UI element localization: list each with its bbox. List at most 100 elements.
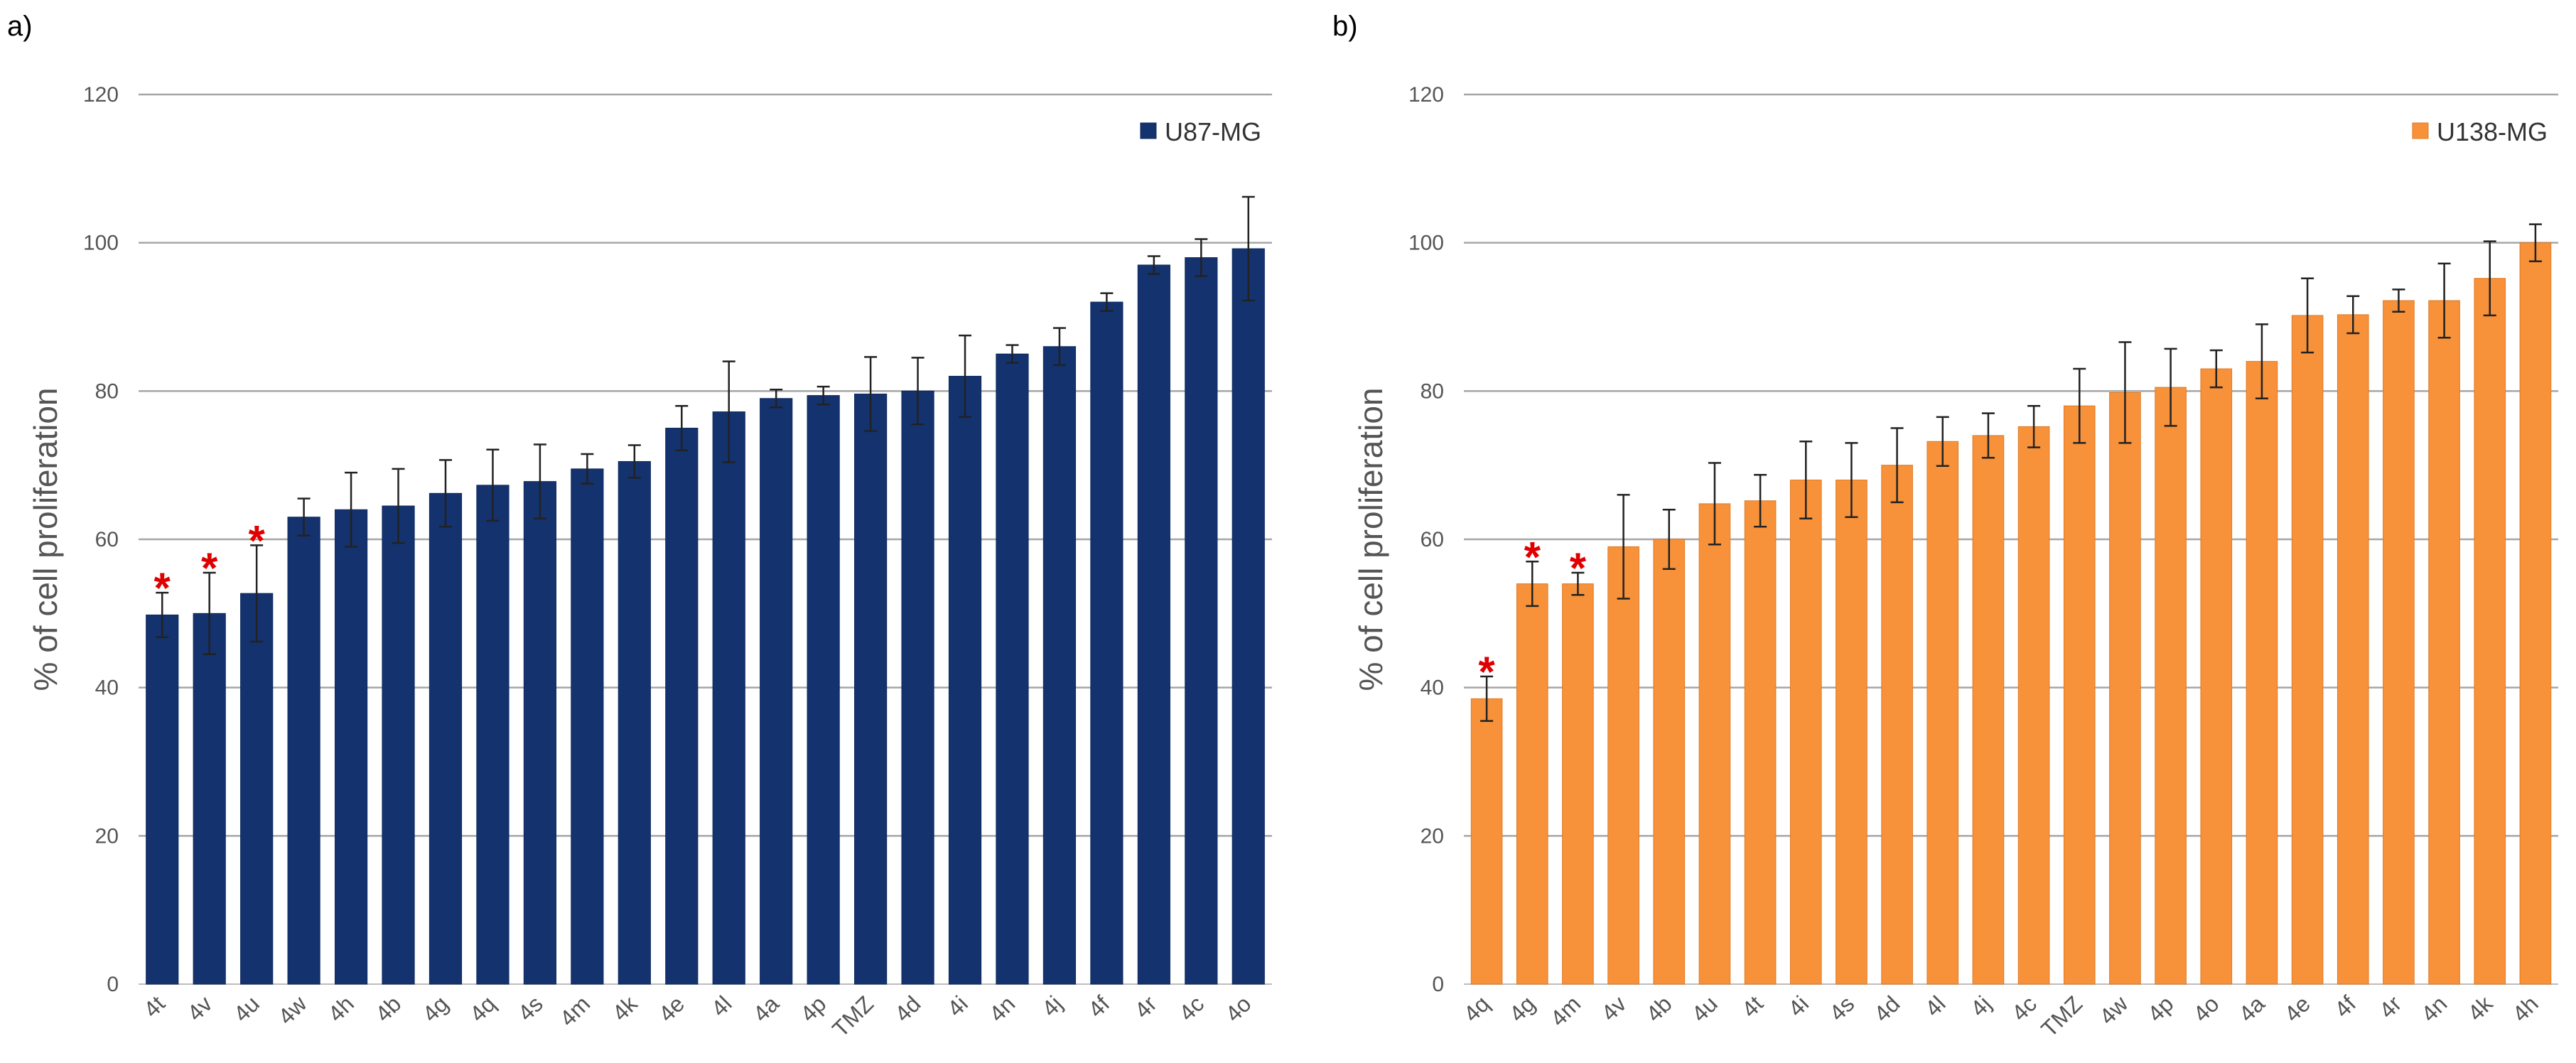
bar-4o <box>2200 368 2233 985</box>
bar-4w <box>287 517 320 985</box>
bar-4q <box>476 485 510 985</box>
bar-4k <box>2474 278 2506 985</box>
x-tick-label-4o: 4o <box>2188 991 2224 1027</box>
y-tick-label: 60 <box>1421 528 1444 551</box>
significance-star-4g: * <box>1524 533 1541 581</box>
error-bar-4f <box>2346 295 2360 335</box>
x-tick-label-4k: 4k <box>607 991 642 1026</box>
error-bar-4s <box>1845 442 1858 518</box>
bar-4o <box>1232 248 1265 985</box>
bar-4f <box>1090 301 1123 985</box>
error-bar-4o <box>2209 349 2223 389</box>
bar-4w <box>2109 392 2141 985</box>
bar-4k <box>618 460 651 985</box>
error-bar-4d <box>911 357 925 426</box>
bar-TMZ <box>2063 405 2096 985</box>
bar-4u <box>1698 503 1731 985</box>
x-tick-label-4a: 4a <box>2233 991 2270 1027</box>
x-tick-label-4i: 4i <box>942 991 973 1021</box>
bar-4g <box>1516 583 1548 985</box>
legend-swatch <box>2412 122 2429 139</box>
bar-4h <box>334 509 368 985</box>
error-bar-TMZ <box>864 356 878 432</box>
x-tick-label-4v: 4v <box>182 991 217 1025</box>
y-tick-label: 80 <box>95 379 119 403</box>
y-tick-label: 60 <box>95 528 119 551</box>
bar-4u <box>240 593 274 985</box>
x-tick-label-4i: 4i <box>1783 991 1814 1021</box>
error-bar-4f <box>1100 292 1114 312</box>
x-tick-label-4a: 4a <box>748 991 785 1027</box>
bar-4j <box>1042 346 1077 985</box>
x-tick-label-4u: 4u <box>228 991 264 1027</box>
bar-4t <box>146 614 179 985</box>
error-bar-4a <box>2255 323 2268 400</box>
error-bar-4u <box>250 544 264 643</box>
bar-4c <box>1185 257 1218 985</box>
error-bar-4d <box>1890 427 1904 504</box>
significance-star-4v: * <box>201 544 218 592</box>
x-tick-label-4g: 4g <box>417 991 453 1027</box>
x-tick-label-4l: 4l <box>1920 991 1951 1021</box>
x-tick-label-4d: 4d <box>890 991 926 1027</box>
bar-4n <box>996 353 1029 985</box>
bar-4t <box>1744 500 1777 985</box>
significance-star-4t: * <box>154 564 171 612</box>
x-tick-label-4e: 4e <box>2279 991 2315 1027</box>
error-bar-4j <box>1052 327 1066 367</box>
x-tick-label-4j: 4j <box>1966 991 1996 1021</box>
y-axis-title: % of cell proliferation <box>1352 388 1389 691</box>
bar-4d <box>1881 465 1913 985</box>
bar-4e <box>665 428 699 985</box>
error-bar-4i <box>1799 441 1813 520</box>
bar-4r <box>2383 300 2415 985</box>
bar-4q <box>1470 698 1503 985</box>
x-tick-label-4r: 4r <box>1129 991 1162 1023</box>
bar-4j <box>1972 435 2005 985</box>
x-tick-label-4q: 4q <box>465 991 501 1027</box>
x-tick-label-TMZ: TMZ <box>2036 991 2087 1042</box>
x-tick-label-4l: 4l <box>706 991 737 1021</box>
x-tick-label-4p: 4p <box>2143 991 2179 1027</box>
error-bar-4b <box>1662 509 1676 570</box>
x-tick-label-4n: 4n <box>2416 991 2452 1027</box>
error-bar-4e <box>2301 277 2314 354</box>
error-bar-4g <box>438 459 452 528</box>
error-bar-4s <box>533 443 546 520</box>
bar-4d <box>901 390 934 985</box>
error-bar-4m <box>581 453 594 485</box>
x-tick-label-4v: 4v <box>1596 991 1631 1025</box>
bar-4m <box>571 468 604 985</box>
bar-4a <box>760 398 793 985</box>
y-tick-label: 120 <box>83 83 119 107</box>
bar-4l <box>712 411 745 985</box>
x-tick-label-4f: 4f <box>1083 991 1114 1022</box>
bar-4s <box>523 481 556 985</box>
error-bar-4l <box>722 360 735 463</box>
y-tick-label: 20 <box>95 824 119 848</box>
x-tick-label-4q: 4q <box>1458 991 1494 1027</box>
bar-4h <box>2519 242 2552 985</box>
y-tick-label: 120 <box>1408 83 1444 107</box>
error-bar-4t <box>1754 473 1767 528</box>
error-bar-4w <box>2118 341 2132 444</box>
y-tick-label: 40 <box>1421 676 1444 700</box>
bar-4g <box>429 492 463 985</box>
y-tick-label: 100 <box>1408 232 1444 255</box>
bar-4f <box>2337 314 2369 985</box>
error-bar-4k <box>627 444 641 479</box>
x-tick-label-4u: 4u <box>1686 991 1723 1027</box>
panel-label: b) <box>1332 11 1358 42</box>
x-tick-label-4j: 4j <box>1037 991 1067 1021</box>
y-tick-label: 80 <box>1421 379 1444 403</box>
error-bar-4q <box>486 448 500 522</box>
bar-4b <box>1653 539 1686 985</box>
error-bar-4w <box>297 497 311 537</box>
error-bar-4n <box>1006 344 1019 364</box>
y-tick-label: 0 <box>1432 973 1444 996</box>
y-tick-label: 0 <box>107 973 119 996</box>
x-tick-label-4k: 4k <box>2462 991 2498 1026</box>
error-bar-4o <box>1241 195 1255 302</box>
bar-4r <box>1137 264 1170 985</box>
error-bar-4v <box>203 571 216 655</box>
